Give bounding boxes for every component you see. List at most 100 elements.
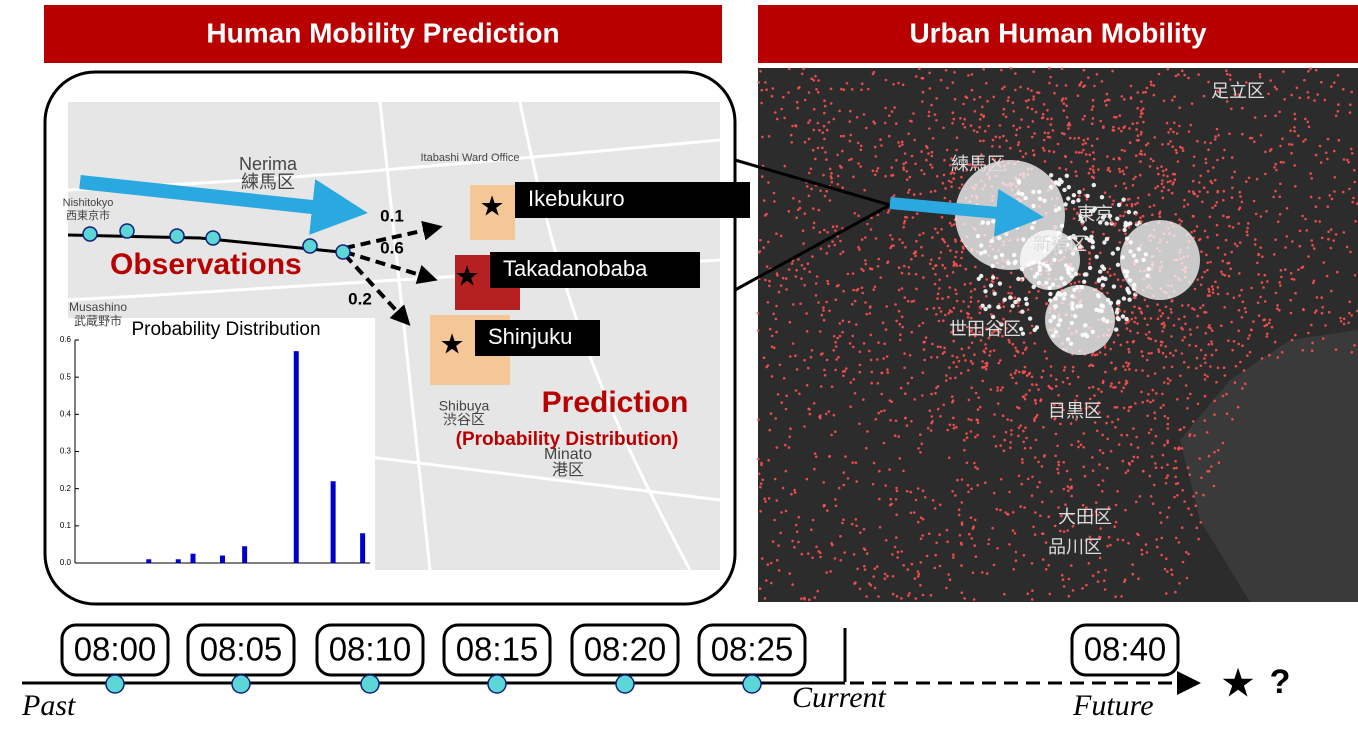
mobility-dot xyxy=(1166,422,1170,426)
mobility-dot xyxy=(1124,368,1127,372)
mobility-dot xyxy=(960,543,963,546)
mobility-dot xyxy=(1022,440,1025,444)
mobility-dot xyxy=(1149,80,1153,84)
mobility-dot xyxy=(976,421,980,425)
mobility-dot xyxy=(1128,221,1133,226)
mobility-dot xyxy=(822,124,826,128)
mobility-dot xyxy=(1030,107,1034,111)
mobility-dot xyxy=(1319,161,1323,164)
mobility-dot xyxy=(1195,356,1199,360)
mobility-dot xyxy=(914,254,917,258)
mobility-dot xyxy=(1117,303,1121,307)
mobility-dot xyxy=(1002,305,1005,309)
mobility-dot xyxy=(1136,446,1140,449)
mobility-dot xyxy=(1196,139,1199,143)
mobility-dot xyxy=(1014,559,1018,562)
mobility-dot xyxy=(1284,246,1287,249)
mobility-dot xyxy=(1150,351,1153,355)
mobility-dot xyxy=(1042,426,1045,429)
mobility-dot xyxy=(906,191,910,194)
mobility-dot xyxy=(1304,138,1307,141)
mobility-dot xyxy=(832,413,836,417)
mobility-dot xyxy=(956,478,959,482)
mobility-dot xyxy=(924,336,928,339)
mobility-dot xyxy=(1157,350,1161,354)
mobility-dot xyxy=(1162,99,1166,103)
mobility-dot xyxy=(1062,585,1066,588)
mobility-dot xyxy=(1217,91,1221,94)
mobility-dot xyxy=(1192,164,1196,167)
mobility-dot xyxy=(1089,234,1094,239)
mobility-dot xyxy=(1204,353,1207,357)
mobility-dot xyxy=(854,461,858,465)
mobility-dot xyxy=(761,478,764,482)
mobility-dot xyxy=(973,544,976,547)
mobility-dot xyxy=(859,144,863,148)
mobility-dot xyxy=(1165,121,1169,125)
mobility-dot xyxy=(1084,407,1088,410)
mobility-dot xyxy=(1054,384,1058,388)
mobility-dot xyxy=(1085,506,1088,509)
mobility-dot xyxy=(1290,338,1294,342)
mobility-dot xyxy=(760,101,763,105)
mobility-dot xyxy=(930,103,933,107)
mobility-dot xyxy=(904,392,907,396)
mobility-dot xyxy=(1030,598,1034,601)
mobility-dot xyxy=(969,516,973,519)
mobility-dot xyxy=(1257,273,1260,276)
mobility-dot xyxy=(1114,184,1117,188)
mobility-dot xyxy=(942,319,945,323)
mobility-dot xyxy=(1187,130,1191,133)
mobility-dot xyxy=(805,312,808,315)
mobility-dot xyxy=(1180,447,1184,450)
mobility-dot xyxy=(809,167,813,171)
time-point xyxy=(615,674,635,694)
mobility-dot xyxy=(1147,193,1151,196)
mobility-dot xyxy=(1081,118,1085,121)
mobility-dot xyxy=(1014,72,1017,75)
mobility-dot xyxy=(1113,406,1116,409)
pred-arrow xyxy=(343,253,411,326)
mobility-dot xyxy=(1065,116,1069,119)
mobility-dot xyxy=(1058,529,1062,533)
mobility-dot xyxy=(1116,278,1120,281)
mobility-dot xyxy=(1166,570,1169,573)
mobility-dot xyxy=(1123,210,1127,214)
mobility-dot xyxy=(1284,268,1287,271)
mobility-dot xyxy=(1135,128,1138,131)
mobility-dot xyxy=(770,375,774,378)
mobility-dot xyxy=(862,527,866,531)
mobility-dot xyxy=(1217,448,1220,452)
mobility-dot xyxy=(824,151,827,154)
mobility-dot xyxy=(1183,73,1186,77)
mobility-dot xyxy=(875,169,879,173)
mobility-dot xyxy=(940,228,943,231)
mobility-dot xyxy=(967,346,971,350)
mobility-dot xyxy=(1008,341,1011,344)
mobility-dot xyxy=(897,266,901,270)
mobility-dot xyxy=(1064,97,1068,100)
mobility-dot xyxy=(891,173,895,177)
mobility-dot xyxy=(794,124,797,127)
mobility-dot xyxy=(1313,247,1316,250)
mobility-dot xyxy=(839,134,843,138)
mobility-dot xyxy=(1032,95,1035,98)
mobility-dot xyxy=(1285,207,1289,210)
mobility-dot xyxy=(1189,333,1192,336)
mobility-dot xyxy=(823,368,826,372)
mobility-dot xyxy=(868,312,872,315)
mobility-dot xyxy=(1164,355,1168,359)
mobility-dot xyxy=(1025,436,1028,440)
mobility-dot xyxy=(834,229,837,232)
mobility-dot xyxy=(803,425,806,428)
mobility-dot xyxy=(969,300,973,304)
mobility-dot xyxy=(1009,446,1012,450)
mobility-dot xyxy=(883,572,887,576)
mobility-dot xyxy=(862,113,866,116)
mobility-dot xyxy=(803,267,806,271)
mobility-dot xyxy=(1110,382,1113,385)
map-label: 目黒区 xyxy=(1048,401,1102,421)
mobility-dot xyxy=(918,67,921,71)
mobility-dot xyxy=(897,435,900,438)
mobility-dot xyxy=(1102,232,1105,236)
